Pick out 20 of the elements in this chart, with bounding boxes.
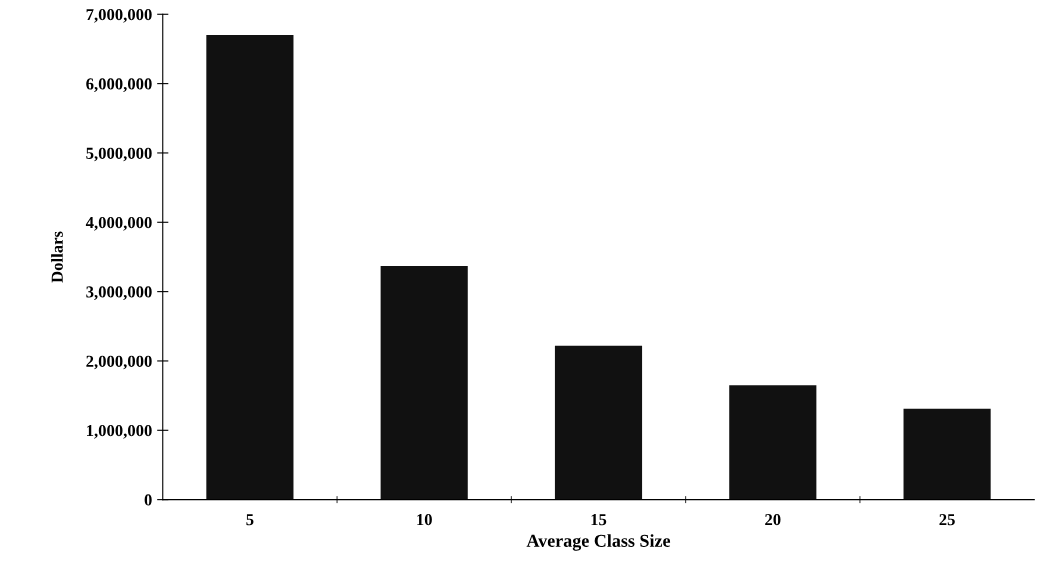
x-tick-label: 20 <box>765 514 781 526</box>
y-tick-label: 5,000,000 <box>86 147 152 162</box>
x-tick-label: 15 <box>591 514 607 526</box>
y-tick-label: 3,000,000 <box>86 286 152 300</box>
y-tick-label: 1,000,000 <box>87 424 152 439</box>
x-axis-title: Average Class Size <box>526 534 671 551</box>
y-tick-label: 4,000,000 <box>85 216 152 231</box>
x-tick-label: 10 <box>417 514 432 526</box>
x-tick-label: 5 <box>246 514 254 526</box>
y-tick-label: 6,000,000 <box>86 78 152 92</box>
bar <box>206 35 294 500</box>
y-tick-label: 0 <box>144 494 152 506</box>
y-tick-label: 2,000,000 <box>86 355 152 370</box>
bar <box>554 345 643 500</box>
y-tick-label: 7,000,000 <box>86 8 152 23</box>
x-tick-label: 25 <box>939 514 955 526</box>
bar <box>380 265 468 500</box>
y-axis-title: Dollars <box>51 231 63 283</box>
bar <box>729 385 817 500</box>
bar <box>903 408 991 500</box>
